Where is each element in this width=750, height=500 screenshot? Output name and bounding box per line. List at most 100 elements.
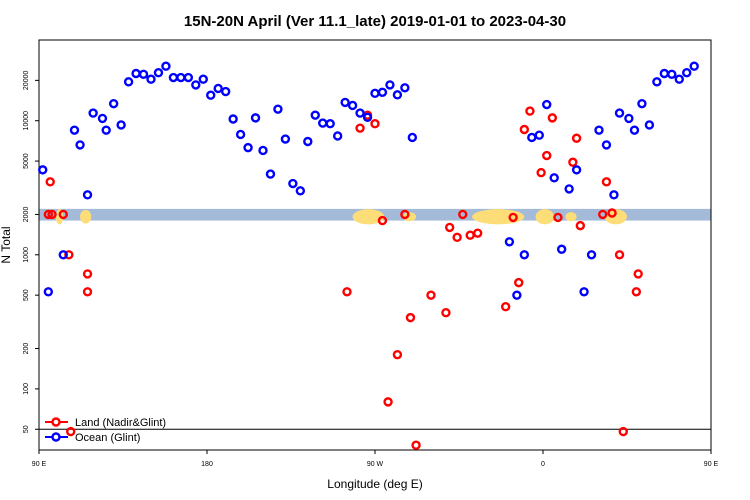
data-point [644,120,655,130]
data-point [579,287,589,297]
legend: Land (Nadir&Glint) Ocean (Glint) [39,417,711,444]
data-point [347,100,358,111]
data-point [586,250,597,260]
data-point [69,125,80,135]
data-point [213,83,223,94]
data-point [355,108,365,118]
data-point [629,125,640,135]
y-tick-label: 100 [23,383,30,395]
data-point [553,212,563,223]
data-point [288,178,298,189]
data-point [88,108,98,118]
data-point [43,209,54,220]
data-point [116,120,126,130]
data-point [75,140,85,150]
y-tick-label: 200 [23,343,30,355]
data-point [571,133,582,143]
data-point [609,190,619,200]
data-point [525,106,535,116]
legend-marker [51,432,61,442]
data-point [426,290,436,300]
data-point [504,237,515,247]
data-point [97,113,108,124]
data-point [682,68,692,78]
data-point [614,108,625,118]
data-point [512,290,522,300]
data-point [594,125,604,135]
data-point [618,426,628,437]
legend-marker [51,417,61,427]
data-point [652,77,662,87]
data-point [340,97,350,108]
data-point [101,125,111,135]
data-point [273,104,283,114]
data-point [123,77,134,87]
map-land-mass [604,209,627,225]
data-point [220,86,231,97]
data-point [674,74,684,84]
y-axis-label: N Total [0,226,13,263]
data-point [176,72,186,83]
data-point [452,232,462,243]
y-tick-label: 2000 [23,207,30,223]
data-point [362,112,373,123]
data-point [500,302,511,312]
legend-label: Land (Nadir&Glint) [75,417,166,429]
data-point [43,287,54,297]
data-point [392,349,403,360]
data-point [258,145,268,156]
data-point [228,114,238,124]
series-ocean-glint [38,61,699,300]
data-point [536,167,546,178]
data-point [45,177,55,187]
y-tick-label: 10000 [23,111,30,131]
data-point [280,134,291,144]
y-tick-label: 1000 [23,247,30,263]
map-land-mass [535,209,555,225]
data-point [633,269,643,279]
data-point [318,118,328,128]
data-point [82,287,93,297]
plot-frame [38,39,712,451]
data-point [405,312,416,323]
data-point [575,220,586,231]
map-land-mass [80,209,92,224]
x-tick-label: 90 E [32,461,47,468]
data-point [161,61,171,71]
data-point [392,90,403,100]
data-point [310,110,320,120]
data-point [444,222,455,233]
data-point [519,124,530,135]
data-point [153,68,164,78]
data-point [295,186,306,196]
data-point [458,209,468,220]
data-point [411,440,421,450]
data-point [598,209,608,220]
data-point [131,68,141,79]
series-land-nadir-glint [43,106,643,450]
y-tick-label: 5000 [23,153,30,169]
data-point [547,113,558,123]
data-point [601,140,612,150]
data-point [383,397,393,407]
data-point [465,230,475,240]
data-point [370,88,380,99]
legend-label: Ocean (Glint) [75,432,140,444]
data-point [689,61,699,71]
data-point [370,119,380,129]
data-point [64,250,74,260]
data-point [400,209,410,220]
y-tick-label: 20000 [23,71,30,91]
data-point [206,90,216,100]
map-land-mass [403,212,417,222]
data-point [82,190,93,200]
data-point [332,131,343,141]
data-point [58,209,68,220]
data-point [441,307,451,318]
data-point [637,98,647,109]
data-point [250,113,261,123]
x-axis-label: Longitude (deg E) [327,477,422,491]
data-point [82,269,93,279]
data-point [265,169,276,179]
